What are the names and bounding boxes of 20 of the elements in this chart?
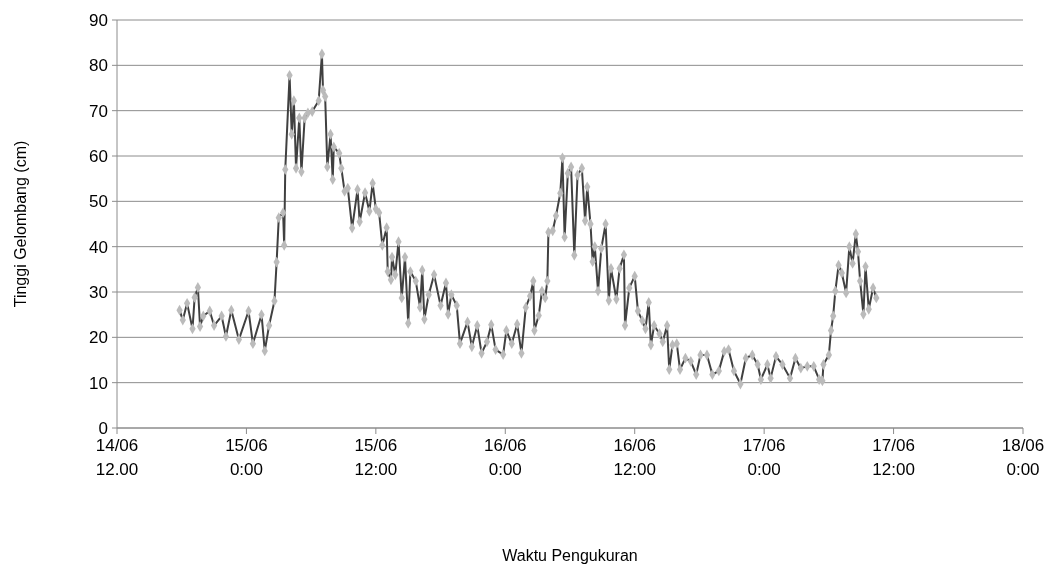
y-tick-label: 20	[89, 328, 108, 348]
y-tick-label: 10	[89, 373, 108, 393]
x-tick-label: 17/06 12:00	[872, 436, 915, 479]
y-tick-label: 70	[89, 101, 108, 121]
x-tick-label: 16/06 0:00	[484, 436, 527, 479]
y-tick-label: 50	[89, 192, 108, 212]
y-axis-title: Tinggi Gelombang (cm)	[12, 140, 29, 308]
x-tick-label: 15/06 0:00	[225, 436, 268, 479]
x-axis-title: Waktu Pengukuran	[502, 547, 638, 564]
y-tick-label: 40	[89, 237, 108, 257]
y-tick-label: 0	[98, 418, 108, 438]
x-tick-label: 17/06 0:00	[742, 436, 786, 479]
x-tick-label: 15/06 12:00	[354, 436, 398, 479]
x-tick-label: 16/06 12:00	[613, 436, 656, 479]
y-tick-label: 30	[89, 282, 108, 302]
y-tick-label: 60	[89, 146, 108, 166]
x-tick-label: 18/06 0:00	[1001, 436, 1045, 479]
y-tick-label: 90	[89, 10, 108, 30]
y-tick-label: 80	[89, 56, 108, 76]
x-tick-label: 14/06 12.00	[95, 436, 139, 479]
